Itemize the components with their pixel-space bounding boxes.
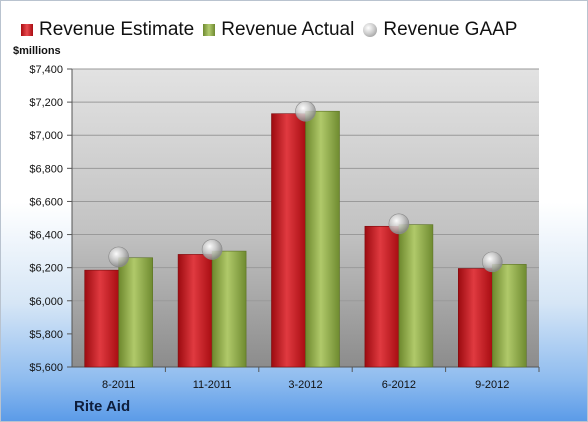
- bar-revenue-estimate: [271, 113, 306, 368]
- bar-revenue-estimate: [364, 225, 400, 368]
- bar-revenue-actual: [118, 257, 153, 368]
- legend-label-estimate: Revenue Estimate: [39, 19, 195, 40]
- legend-item-gaap: Revenue GAAP: [363, 19, 517, 41]
- point-revenue-gaap: [201, 239, 223, 260]
- bar-revenue-actual: [491, 264, 527, 368]
- y-tick-label: $6,400: [29, 230, 63, 242]
- y-tick-label: $7,200: [29, 97, 63, 109]
- legend-swatch-actual: [203, 24, 216, 36]
- y-tick-label: $6,200: [29, 263, 63, 275]
- x-tick-label: 6-2012: [382, 379, 416, 391]
- bar-revenue-estimate: [177, 254, 213, 368]
- legend-label-actual: Revenue Actual: [221, 19, 355, 40]
- x-tick-label: 8-2011: [102, 379, 135, 391]
- y-axis-unit-label: $millions: [13, 45, 61, 57]
- y-tick-label: $6,800: [29, 163, 63, 175]
- bar-revenue-actual: [305, 110, 340, 368]
- y-tick-label: $7,000: [29, 130, 63, 142]
- company-name: Rite Aid: [74, 398, 131, 415]
- point-revenue-gaap: [108, 246, 129, 268]
- point-revenue-gaap: [481, 251, 503, 273]
- y-tick-label: $6,600: [29, 196, 63, 208]
- x-tick-label: 3-2012: [288, 379, 322, 391]
- y-tick-label: $5,600: [29, 362, 63, 374]
- x-tick-label: 9-2012: [475, 379, 509, 391]
- legend-item-actual: Revenue Actual: [203, 19, 354, 41]
- bar-revenue-actual: [211, 250, 247, 368]
- point-revenue-gaap: [388, 213, 410, 235]
- y-tick-label: $5,800: [29, 329, 63, 341]
- legend-label-gaap: Revenue GAAP: [383, 19, 518, 40]
- x-tick-label: 11-2011: [193, 379, 232, 391]
- bar-revenue-actual: [398, 224, 434, 368]
- y-tick-label: $6,000: [29, 296, 63, 308]
- point-revenue-gaap: [295, 100, 316, 122]
- bar-revenue-estimate: [457, 268, 493, 368]
- bar-revenue-estimate: [84, 269, 119, 368]
- legend-swatch-estimate: [21, 24, 33, 36]
- legend-item-estimate: Revenue Estimate: [21, 19, 194, 41]
- legend-swatch-gaap: [363, 23, 378, 37]
- chart-legend: Revenue Estimate Revenue Actual Revenue …: [21, 19, 526, 41]
- y-tick-label: $7,400: [29, 64, 63, 76]
